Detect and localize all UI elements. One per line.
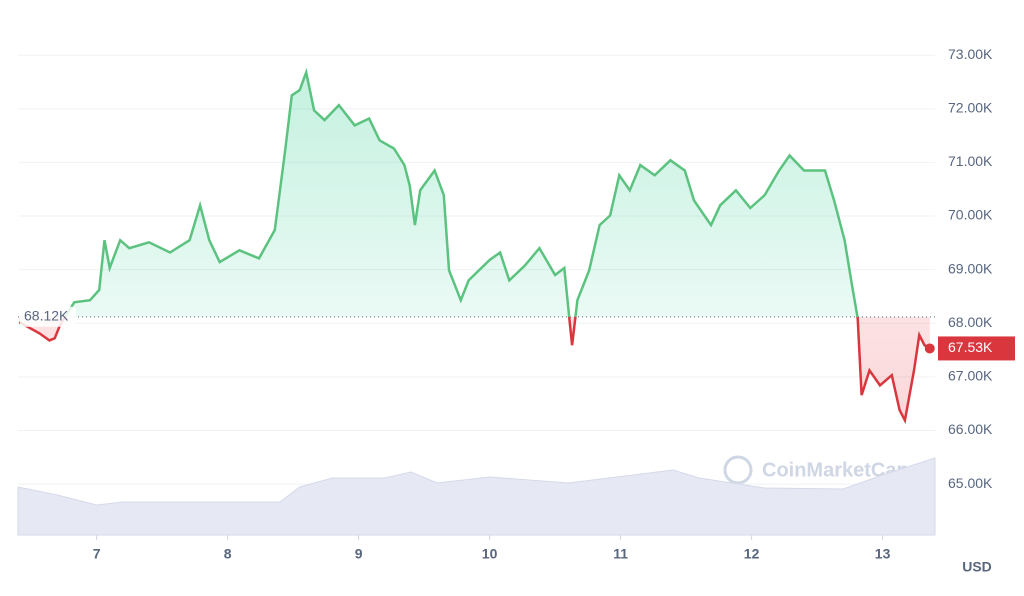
reference-label: 68.12K [24, 308, 69, 324]
reference-label-bg [20, 306, 76, 327]
x-tick-label: 11 [613, 546, 628, 562]
x-tick-label: 12 [744, 546, 760, 562]
line-up [63, 67, 859, 317]
y-tick-label: 73.00K [948, 46, 993, 62]
y-tick-label: 67.00K [948, 368, 993, 384]
y-tick-label: 70.00K [948, 207, 993, 223]
current-label-bg [938, 336, 1015, 361]
area-up [19, 72, 930, 317]
x-tick-label: 8 [224, 546, 232, 562]
currency-label: USD [962, 559, 992, 575]
current-dot [924, 343, 935, 354]
volume-area [17, 457, 936, 536]
y-tick-label: 65.00K [948, 475, 993, 491]
x-tick-label: 10 [482, 546, 498, 562]
watermark: CoinMarketCap [723, 455, 909, 485]
watermark-text: CoinMarketCap [762, 459, 909, 481]
y-tick-label: 68.00K [948, 314, 993, 330]
y-tick-label: 71.00K [948, 153, 993, 169]
x-tick-label: 13 [875, 546, 891, 562]
x-tick-label: 9 [355, 546, 363, 562]
x-tick-label: 7 [93, 546, 101, 562]
current-label: 67.53K [948, 339, 993, 355]
y-tick-label: 69.00K [948, 260, 993, 276]
y-tick-label: 72.00K [948, 100, 993, 116]
y-tick-label: 66.00K [948, 421, 993, 437]
